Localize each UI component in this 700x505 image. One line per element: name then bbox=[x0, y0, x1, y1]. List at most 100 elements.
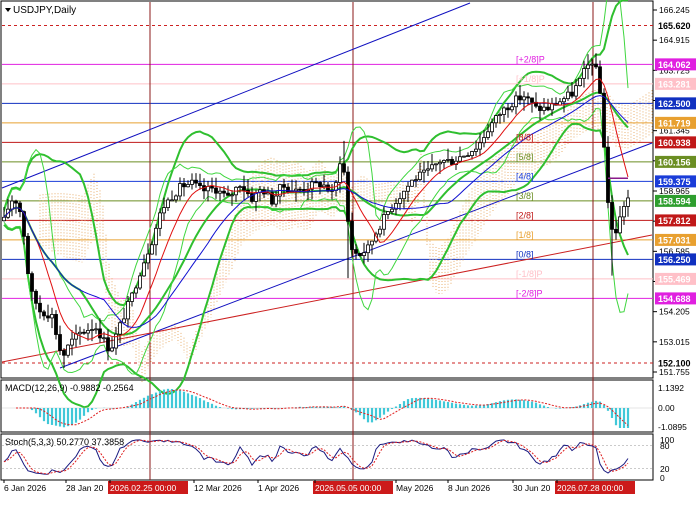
stoch-tick-label: 0 bbox=[660, 473, 665, 483]
candle-body bbox=[282, 184, 286, 188]
stoch-main-line bbox=[3, 439, 629, 475]
price-level-badge[interactable] bbox=[655, 175, 696, 188]
candle-body bbox=[562, 98, 566, 103]
price-level-badge[interactable] bbox=[655, 357, 696, 370]
time-tick-label: 8 Jun 2026 bbox=[448, 483, 490, 493]
price-level-badge[interactable] bbox=[655, 194, 696, 207]
candle-body bbox=[242, 186, 246, 191]
candle-body bbox=[494, 115, 498, 124]
time-label-highlight[interactable] bbox=[555, 481, 635, 494]
candle-body bbox=[210, 186, 214, 189]
candle-body bbox=[158, 212, 162, 229]
time-tick-label: 2026.05.05 00:00 bbox=[315, 483, 381, 493]
candle-body bbox=[98, 328, 102, 339]
stoch-signal-line bbox=[3, 439, 629, 475]
price-level-badge[interactable] bbox=[655, 214, 696, 227]
candle-body bbox=[594, 63, 598, 68]
support-trend-line[interactable] bbox=[1, 234, 653, 363]
price-level-badge[interactable] bbox=[655, 233, 696, 246]
candle-body bbox=[550, 103, 554, 111]
moving-averages bbox=[3, 78, 629, 340]
candle-body bbox=[174, 195, 178, 201]
candle-body bbox=[154, 227, 158, 246]
candle-body bbox=[478, 142, 482, 150]
time-tick-label: 6 Jan 2026 bbox=[4, 483, 46, 493]
candle-body bbox=[270, 192, 274, 205]
candle-body bbox=[382, 214, 386, 230]
candle-body bbox=[190, 179, 194, 185]
time-label-highlight[interactable] bbox=[313, 481, 393, 494]
macd-indicator bbox=[2, 388, 652, 428]
murrey-label: [-2/8]P bbox=[516, 288, 543, 298]
candle-body bbox=[358, 252, 362, 257]
price-level-badge[interactable] bbox=[655, 19, 696, 32]
candle-body bbox=[38, 302, 42, 313]
macd-signal-line bbox=[16, 389, 629, 426]
price-level-badge[interactable] bbox=[655, 116, 696, 129]
price-tick-label: 151.755 bbox=[659, 367, 690, 377]
stoch-tick-label: 20 bbox=[660, 464, 670, 474]
candle-body bbox=[582, 68, 586, 79]
candle-body bbox=[622, 206, 626, 218]
candle-body bbox=[2, 216, 6, 222]
price-level-badge[interactable] bbox=[655, 272, 696, 285]
candle-body bbox=[590, 63, 594, 66]
candle-body bbox=[586, 64, 590, 69]
candle-body bbox=[114, 333, 118, 349]
candle-body bbox=[462, 155, 466, 158]
candle-body bbox=[370, 240, 374, 246]
time-label-highlight[interactable] bbox=[108, 481, 188, 494]
candle-body bbox=[170, 199, 174, 202]
candle-body bbox=[166, 199, 170, 208]
price-tick-label: 166.245 bbox=[659, 5, 690, 15]
candle-body bbox=[598, 66, 602, 94]
candle-body bbox=[94, 328, 98, 331]
symbol-title: USDJPY,Daily bbox=[5, 5, 76, 16]
candle-body bbox=[222, 190, 226, 194]
price-tick-label: 156.585 bbox=[659, 246, 690, 256]
title-arrow-icon bbox=[5, 8, 11, 12]
price-level-label: 160.938 bbox=[658, 138, 691, 148]
price-level-badge[interactable] bbox=[655, 292, 696, 305]
price-level-badge[interactable] bbox=[655, 253, 696, 266]
time-axis[interactable]: 6 Jan 2026 28 Jan 20 2026.02.25 00:00 12 Ma… bbox=[3, 480, 635, 494]
time-tick-label: May 2026 bbox=[396, 483, 434, 493]
price-level-label: 164.062 bbox=[658, 60, 691, 70]
candle-body bbox=[54, 314, 58, 335]
candle-body bbox=[574, 85, 578, 97]
murrey-label: [8/8] bbox=[516, 132, 534, 142]
price-level-label: 161.719 bbox=[658, 118, 691, 128]
candle-body bbox=[138, 275, 142, 289]
price-level-badge[interactable] bbox=[655, 97, 696, 110]
stoch-label: Stoch(5,3,3) 50.2770 37.3858 bbox=[5, 437, 124, 447]
candle-body bbox=[22, 211, 26, 237]
time-tick-label: 2026.07.28 00:00 bbox=[557, 483, 623, 493]
candle-body bbox=[286, 186, 290, 193]
price-level-label: 156.250 bbox=[658, 255, 691, 265]
price-axis[interactable]: 166.245164.915163.725162.535161.345160.1… bbox=[653, 5, 696, 483]
candle-body bbox=[70, 338, 74, 346]
kijun-line bbox=[3, 95, 629, 328]
candle-body bbox=[62, 350, 66, 356]
murrey-label: [4/8] bbox=[516, 171, 534, 181]
candle-body bbox=[322, 184, 326, 188]
price-level-badge[interactable] bbox=[655, 155, 696, 168]
candle-body bbox=[450, 159, 454, 165]
candle-body bbox=[122, 318, 126, 324]
candle-body bbox=[546, 106, 550, 111]
candle-body bbox=[618, 216, 622, 234]
price-level-badge[interactable] bbox=[655, 136, 696, 149]
candle-body bbox=[250, 193, 254, 202]
price-level-label: 157.031 bbox=[658, 235, 691, 245]
symbol-title-text: USDJPY,Daily bbox=[13, 5, 76, 16]
price-level-badge[interactable] bbox=[655, 77, 696, 90]
price-level-label: 155.469 bbox=[658, 274, 691, 284]
candle-body bbox=[126, 301, 130, 320]
candle-body bbox=[438, 161, 442, 165]
price-level-badge[interactable] bbox=[655, 58, 696, 71]
candle-body bbox=[338, 163, 342, 183]
stoch-tick-label: 80 bbox=[660, 441, 670, 451]
upper-channel-line[interactable] bbox=[1, 2, 471, 189]
